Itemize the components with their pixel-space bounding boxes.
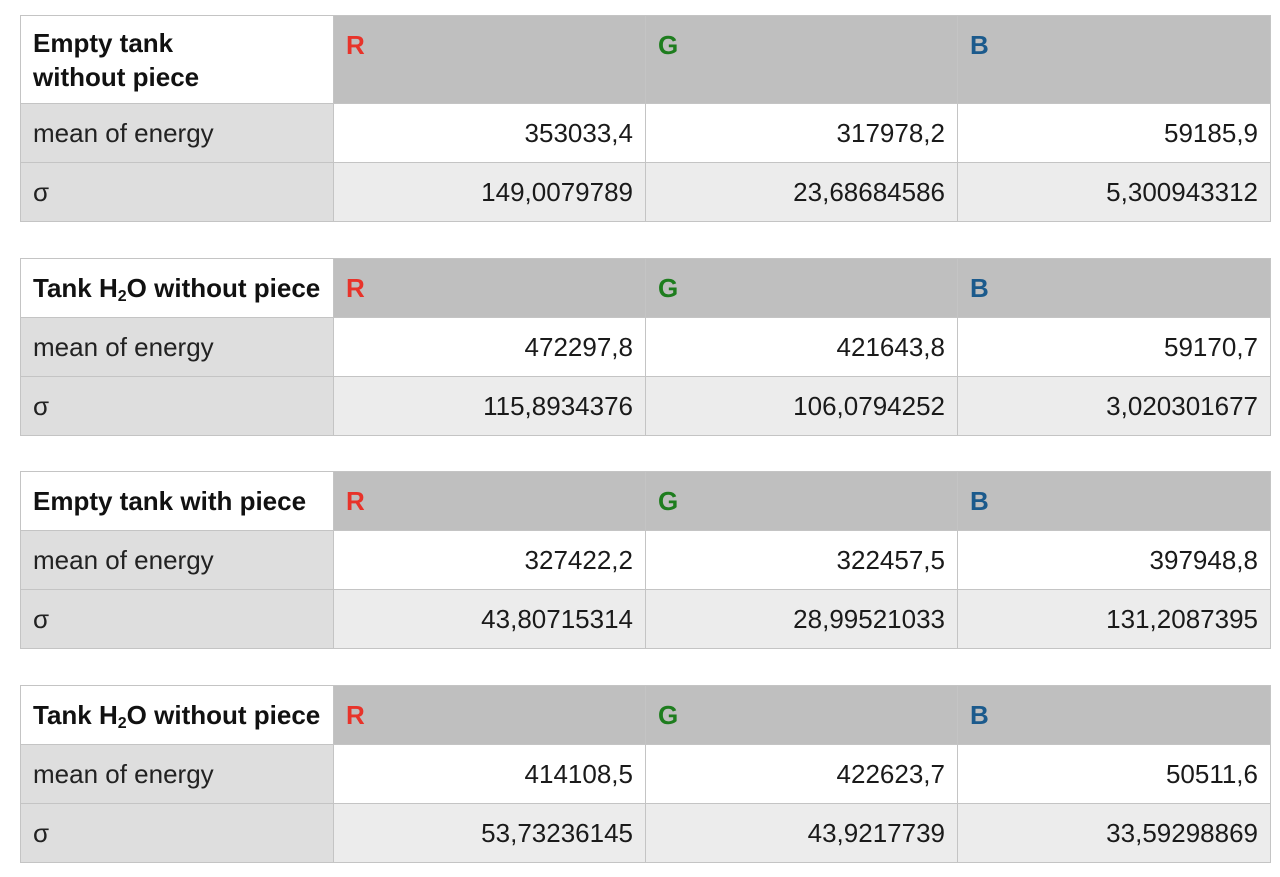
table-row-mean: mean of energy 353033,4 317978,2 59185,9: [20, 103, 1271, 163]
table-title: Empty tank without piece: [20, 15, 334, 104]
mean-b-value: 50511,6: [957, 744, 1271, 804]
table-row-sigma: σ 43,80715314 28,99521033 131,2087395: [20, 589, 1271, 649]
sigma-b-value: 33,59298869: [957, 803, 1271, 863]
table-empty-tank-with-piece: Empty tank with piece R G B mean of ener…: [20, 471, 1271, 649]
table-row-sigma: σ 115,8934376 106,0794252 3,020301677: [20, 376, 1271, 436]
mean-g-value: 421643,8: [645, 317, 958, 377]
channel-header-r: R: [333, 685, 646, 745]
table-header-row: Tank H2O without piece R G B: [20, 258, 1271, 318]
table-row-sigma: σ 149,0079789 23,68684586 5,300943312: [20, 162, 1271, 222]
row-label-sigma: σ: [20, 376, 334, 436]
sigma-r-value: 115,8934376: [333, 376, 646, 436]
mean-r-value: 472297,8: [333, 317, 646, 377]
table-row-mean: mean of energy 327422,2 322457,5 397948,…: [20, 530, 1271, 590]
table-row-mean: mean of energy 414108,5 422623,7 50511,6: [20, 744, 1271, 804]
mean-r-value: 353033,4: [333, 103, 646, 163]
table-title: Tank H2O without piece: [20, 258, 334, 318]
sigma-r-value: 43,80715314: [333, 589, 646, 649]
channel-header-b: B: [957, 685, 1271, 745]
channel-header-b: B: [957, 471, 1271, 531]
mean-g-value: 422623,7: [645, 744, 958, 804]
table-row-sigma: σ 53,73236145 43,9217739 33,59298869: [20, 803, 1271, 863]
mean-b-value: 59185,9: [957, 103, 1271, 163]
row-label-sigma: σ: [20, 162, 334, 222]
table-title-pre: Tank H: [33, 700, 118, 730]
sigma-b-value: 131,2087395: [957, 589, 1271, 649]
sigma-g-value: 23,68684586: [645, 162, 958, 222]
channel-header-b: B: [957, 15, 1271, 104]
table-title-pre: Tank H: [33, 273, 118, 303]
table-tank-h2o-without-piece: Tank H2O without piece R G B mean of ene…: [20, 258, 1271, 436]
row-label-sigma: σ: [20, 589, 334, 649]
table-empty-tank-without-piece: Empty tank without piece R G B mean of e…: [20, 15, 1271, 222]
table-title-subscript: 2: [117, 715, 127, 732]
channel-header-r: R: [333, 15, 646, 104]
channel-header-r: R: [333, 471, 646, 531]
sigma-b-value: 5,300943312: [957, 162, 1271, 222]
channel-header-g: G: [645, 471, 958, 531]
table-header-row: Empty tank with piece R G B: [20, 471, 1271, 531]
table-row-mean: mean of energy 472297,8 421643,8 59170,7: [20, 317, 1271, 377]
row-label-mean: mean of energy: [20, 317, 334, 377]
table-title: Tank H2O without piece: [20, 685, 334, 745]
mean-r-value: 414108,5: [333, 744, 646, 804]
row-label-sigma: σ: [20, 803, 334, 863]
row-label-mean: mean of energy: [20, 530, 334, 590]
sigma-g-value: 106,0794252: [645, 376, 958, 436]
table-title-post: O without piece: [126, 700, 321, 730]
mean-b-value: 59170,7: [957, 317, 1271, 377]
channel-header-b: B: [957, 258, 1271, 318]
mean-g-value: 322457,5: [645, 530, 958, 590]
channel-header-r: R: [333, 258, 646, 318]
mean-b-value: 397948,8: [957, 530, 1271, 590]
table-title-line2: without piece: [33, 61, 200, 92]
table-title-post: O without piece: [126, 273, 321, 303]
sigma-b-value: 3,020301677: [957, 376, 1271, 436]
mean-r-value: 327422,2: [333, 530, 646, 590]
table-header-row: Empty tank without piece R G B: [20, 15, 1271, 104]
mean-g-value: 317978,2: [645, 103, 958, 163]
table-title-line1: Empty tank: [33, 27, 174, 58]
sigma-r-value: 53,73236145: [333, 803, 646, 863]
channel-header-g: G: [645, 258, 958, 318]
sigma-g-value: 43,9217739: [645, 803, 958, 863]
row-label-mean: mean of energy: [20, 744, 334, 804]
table-title: Empty tank with piece: [20, 471, 334, 531]
channel-header-g: G: [645, 685, 958, 745]
row-label-mean: mean of energy: [20, 103, 334, 163]
table-title-subscript: 2: [117, 288, 127, 305]
table-header-row: Tank H2O without piece R G B: [20, 685, 1271, 745]
sigma-g-value: 28,99521033: [645, 589, 958, 649]
channel-header-g: G: [645, 15, 958, 104]
sigma-r-value: 149,0079789: [333, 162, 646, 222]
table-tank-h2o-without-piece-2: Tank H2O without piece R G B mean of ene…: [20, 685, 1271, 863]
